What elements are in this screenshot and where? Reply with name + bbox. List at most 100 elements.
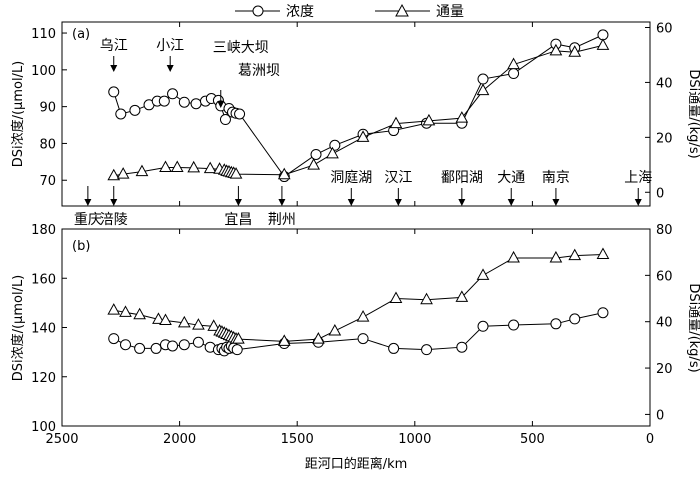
flux-point [107, 303, 121, 315]
y-right-tick-label: 80 [656, 223, 673, 238]
flux-point [312, 332, 325, 344]
conc-point [310, 148, 322, 160]
flux-point [356, 310, 370, 322]
conc-point [477, 320, 489, 332]
y-left-tick-label: 110 [31, 27, 56, 42]
flux-point [507, 250, 520, 263]
panel-b-y-right-ticks: 0 20 40 60 80 [645, 223, 673, 423]
conc-point [456, 341, 468, 353]
annotation-label: 南京 [542, 170, 570, 186]
flux-point [277, 334, 291, 346]
panel-a-y-right-label: DSi通量/(kg/s) [686, 69, 700, 158]
conc-point [129, 104, 141, 116]
conc-point [150, 342, 162, 354]
flux-point [596, 247, 610, 259]
flux-point [232, 332, 245, 344]
y-right-tick-label: 0 [656, 408, 664, 423]
flux-point [152, 312, 165, 324]
flux-point [356, 130, 370, 142]
conc-point [115, 108, 127, 120]
y-right-tick-label: 60 [656, 269, 673, 284]
conc-point [357, 333, 369, 345]
y-left-tick-label: 160 [31, 272, 56, 287]
annotation-label: 涪陵 [100, 212, 128, 228]
annotation-arrow-head [234, 199, 242, 206]
y-left-tick-label: 70 [39, 174, 56, 189]
flux-point [119, 305, 132, 317]
legend-conc-label: 浓度 [286, 4, 314, 20]
x-tick-label: 1500 [281, 432, 314, 447]
y-right-tick-label: 60 [656, 21, 673, 36]
panel-b: (b) 2500 2000 1500 1000 500 0 100 120 140 160 180… [10, 223, 700, 447]
conc-point [167, 88, 179, 100]
flux-point [203, 161, 217, 174]
flux-line [113, 253, 603, 342]
y-right-tick-label: 40 [656, 76, 673, 91]
flux-point [455, 111, 469, 123]
flux-point [568, 248, 582, 261]
flux-point [420, 292, 433, 305]
annotation-arrow-head [110, 65, 118, 72]
annotation-arrow-head [166, 65, 174, 72]
y-left-tick-label: 120 [31, 371, 56, 386]
panel-b-y-left-label: DSi浓度/(μmol/L) [10, 275, 26, 382]
conc-point [158, 95, 170, 107]
annotation-label: 乌江 [100, 38, 128, 54]
annotation-arrow-head [552, 199, 560, 206]
flux-point [192, 318, 205, 330]
legend-conc-marker [252, 5, 264, 17]
annotation-arrow-head [110, 199, 118, 206]
flux-point [389, 116, 403, 129]
y-left-tick-label: 180 [31, 223, 56, 238]
panel-a-y-left-ticks: 70 80 90 100 110 [31, 27, 67, 189]
x-axis-label: 距河口的距离/km [305, 456, 408, 472]
annotation-arrow-head [458, 199, 466, 206]
annotation-label: 重庆 [74, 212, 102, 228]
conc-point [508, 319, 520, 331]
flux-point [549, 43, 563, 56]
conc-point [508, 68, 520, 80]
x-tick-label: 2000 [163, 432, 196, 447]
panel-b-label: (b) [72, 239, 90, 254]
y-right-tick-label: 20 [656, 362, 673, 377]
flux-point [135, 164, 149, 177]
y-left-tick-label: 80 [39, 137, 56, 152]
y-right-tick-label: 20 [656, 131, 673, 146]
flux-point [107, 168, 121, 181]
flux-point [177, 315, 191, 328]
y-right-tick-label: 0 [656, 186, 664, 201]
panel-b-series [107, 247, 610, 357]
conc-point [569, 313, 581, 325]
x-tick-label: 0 [646, 432, 654, 447]
annotation-arrow-head [394, 199, 402, 206]
y-left-tick-label: 100 [31, 64, 56, 79]
panel-a-y-left-label: DSi浓度/(μmol/L) [10, 61, 26, 168]
legend: 浓度 通量 [235, 3, 464, 20]
flux-point [133, 307, 146, 320]
x-tick-label: 500 [520, 432, 545, 447]
flux-point [116, 167, 130, 179]
conc-point [108, 333, 120, 345]
conc-point [477, 73, 489, 85]
flux-point [187, 160, 201, 173]
annotation-label: 小江 [156, 38, 184, 54]
y-left-tick-label: 140 [31, 322, 56, 337]
panel-b-x-ticks: 2500 2000 1500 1000 500 0 [45, 229, 654, 447]
flux-point [277, 167, 291, 180]
panel-a-x-ticks [61, 22, 651, 206]
annotation-arrow-head [217, 101, 225, 108]
conc-point [190, 98, 202, 110]
flux-point [507, 57, 520, 70]
annotation-label: 宜昌 [224, 212, 252, 228]
legend-flux-label: 通量 [436, 4, 464, 20]
panel-a-y-right-ticks: 0 20 40 60 [645, 21, 673, 201]
annotation-label: 鄱阳湖 [441, 170, 483, 186]
conc-point [421, 344, 433, 356]
flux-point [549, 250, 563, 263]
legend-flux-marker [395, 3, 409, 17]
flux-point [389, 291, 403, 304]
